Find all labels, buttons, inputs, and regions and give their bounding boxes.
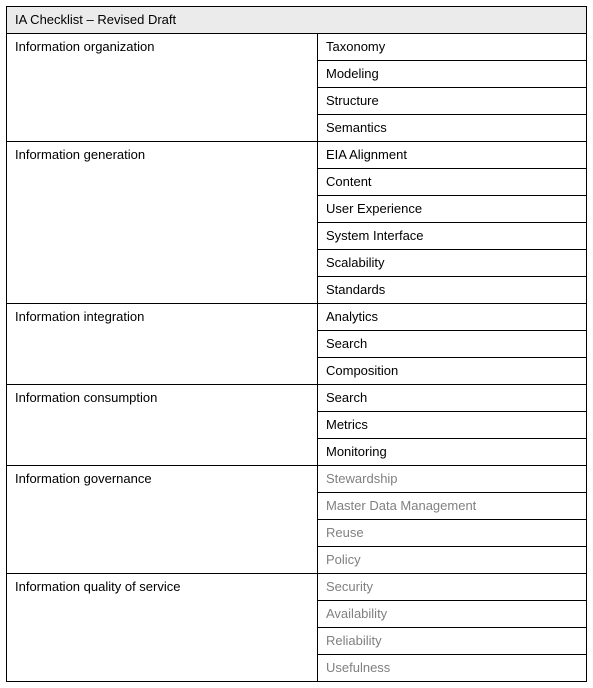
items-column: SecurityAvailabilityReliabilityUsefulnes… <box>318 574 586 681</box>
table-section: Information consumptionSearchMetricsMoni… <box>7 385 586 466</box>
category-cell: Information governance <box>7 466 318 574</box>
table-section: Information integrationAnalyticsSearchCo… <box>7 304 586 385</box>
item-cell: User Experience <box>318 196 586 223</box>
item-cell: Reuse <box>318 520 586 547</box>
item-cell: Usefulness <box>318 655 586 681</box>
items-column: TaxonomyModelingStructureSemantics <box>318 34 586 142</box>
table-section: Information quality of serviceSecurityAv… <box>7 574 586 681</box>
item-cell: Structure <box>318 88 586 115</box>
item-cell: Stewardship <box>318 466 586 493</box>
item-cell: Scalability <box>318 250 586 277</box>
item-cell: Taxonomy <box>318 34 586 61</box>
item-cell: Content <box>318 169 586 196</box>
table-section: Information organizationTaxonomyModeling… <box>7 34 586 142</box>
item-cell: Availability <box>318 601 586 628</box>
table-section: Information generationEIA AlignmentConte… <box>7 142 586 304</box>
items-column: SearchMetricsMonitoring <box>318 385 586 466</box>
item-cell: Search <box>318 331 586 358</box>
item-cell: Modeling <box>318 61 586 88</box>
item-cell: Master Data Management <box>318 493 586 520</box>
item-cell: Monitoring <box>318 439 586 466</box>
item-cell: System Interface <box>318 223 586 250</box>
item-cell: Policy <box>318 547 586 574</box>
table-section: Information governanceStewardshipMaster … <box>7 466 586 574</box>
item-cell: Security <box>318 574 586 601</box>
category-cell: Information quality of service <box>7 574 318 681</box>
item-cell: Analytics <box>318 304 586 331</box>
table-body: Information organizationTaxonomyModeling… <box>7 34 586 681</box>
item-cell: Composition <box>318 358 586 385</box>
items-column: AnalyticsSearchComposition <box>318 304 586 385</box>
category-cell: Information organization <box>7 34 318 142</box>
item-cell: EIA Alignment <box>318 142 586 169</box>
item-cell: Search <box>318 385 586 412</box>
ia-checklist-table: IA Checklist – Revised Draft Information… <box>6 6 587 682</box>
items-column: StewardshipMaster Data ManagementReusePo… <box>318 466 586 574</box>
items-column: EIA AlignmentContentUser ExperienceSyste… <box>318 142 586 304</box>
item-cell: Standards <box>318 277 586 304</box>
item-cell: Metrics <box>318 412 586 439</box>
category-cell: Information integration <box>7 304 318 385</box>
category-cell: Information consumption <box>7 385 318 466</box>
category-cell: Information generation <box>7 142 318 304</box>
table-title: IA Checklist – Revised Draft <box>7 7 586 34</box>
item-cell: Semantics <box>318 115 586 142</box>
